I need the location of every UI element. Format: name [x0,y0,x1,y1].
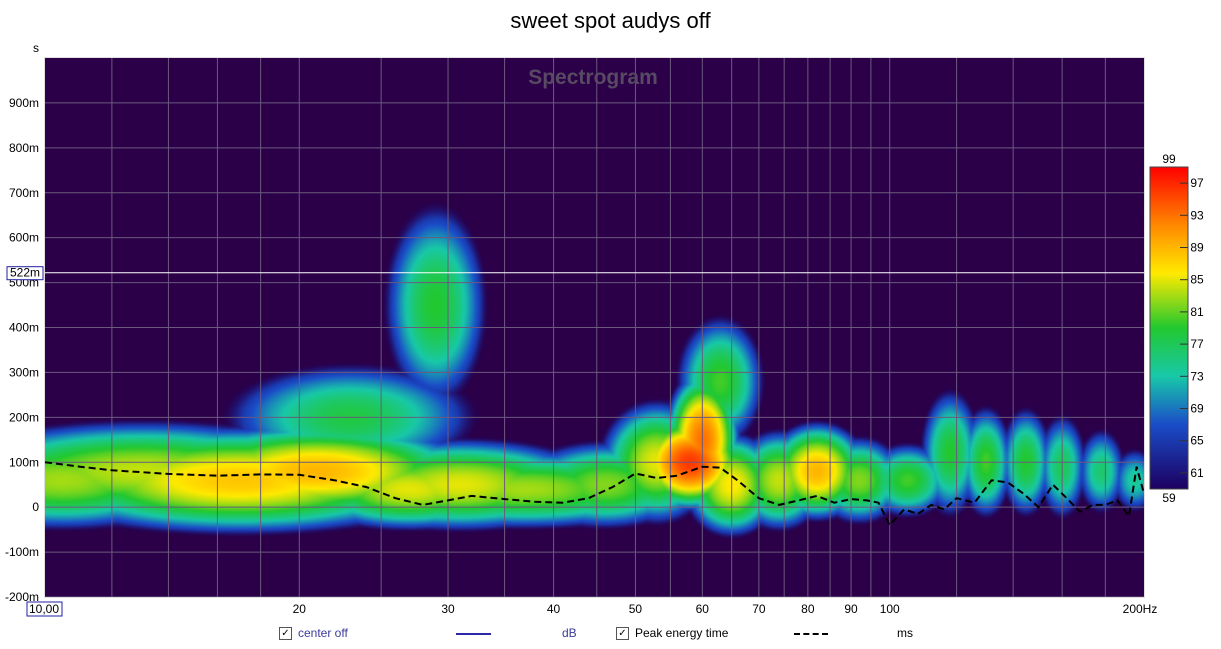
colorbar-ticks: 97 93 89 85 81 77 73 69 65 61 [1180,176,1204,480]
colorbar-tick-label: 77 [1190,337,1204,351]
colorbar-tick-label: 89 [1190,241,1204,255]
colorbar-tick-label: 69 [1190,402,1204,416]
colorbar-min-label: 59 [1162,491,1176,505]
x-axis-start-label: 10,00 [29,602,59,616]
center-off-unit: dB [562,626,577,640]
y-tick-label: 800m [9,141,39,155]
x-tick-label: 20 [293,602,307,616]
legend-peak: ✓ Peak energy time [616,626,728,640]
y-axis-unit: s [33,41,39,55]
center-off-line-swatch [456,633,491,635]
y-tick-label: 300m [9,365,39,379]
peak-energy-checkbox[interactable]: ✓ [616,626,629,640]
x-axis-ticks: 20 30 40 50 60 70 80 90 100 200Hz [293,602,1158,616]
x-tick-label: 40 [547,602,561,616]
peak-energy-time-line [45,461,1144,527]
y-tick-label: 200m [9,410,39,424]
colorbar-tick-label: 85 [1190,273,1204,287]
plot-area[interactable]: Spectrogram [45,58,1144,597]
colorbar-tick-label: 61 [1190,466,1204,480]
y-tick-label: 100m [9,455,39,469]
colorbar-gradient [1149,166,1189,490]
colorbar-tick-label: 93 [1190,208,1204,222]
time-cursor-readout[interactable]: 522m [6,266,44,281]
colorbar-tick-label: 73 [1190,369,1204,383]
y-tick-label: 0 [32,500,39,514]
y-tick-label: -100m [5,545,39,559]
center-off-checkbox[interactable]: ✓ [279,626,292,640]
colorbar-max-label: 99 [1162,152,1176,166]
y-tick-label: 400m [9,321,39,335]
x-tick-label: 60 [696,602,710,616]
colorbar-tick-label: 81 [1190,305,1204,319]
peak-energy-unit: ms [897,626,913,640]
x-tick-label: 30 [441,602,455,616]
x-tick-label: 200Hz [1123,602,1158,616]
x-tick-label: 100 [880,602,900,616]
peak-energy-label: Peak energy time [635,626,729,640]
y-tick-label: 900m [9,96,39,110]
chart-title: sweet spot audys off [510,8,711,33]
grid [45,58,1144,597]
y-axis-ticks: 900m800m700m600m500m400m300m200m100m0-10… [5,96,39,604]
x-tick-label: 90 [844,602,858,616]
x-tick-label: 50 [629,602,643,616]
spectrogram-watermark: Spectrogram [528,66,658,89]
peak-energy-line-swatch [794,633,828,635]
y-tick-label: -200m [5,590,39,604]
y-tick-label: 700m [9,186,39,200]
x-axis-start-readout[interactable]: 10,00 [26,601,63,617]
center-off-label: center off [298,626,348,640]
x-tick-label: 80 [801,602,815,616]
colorbar: 99 59 97 93 89 85 81 77 73 69 65 61 [1149,152,1204,505]
time-cursor-label: 522m [10,266,40,280]
colorbar-tick-label: 97 [1190,176,1204,190]
colorbar-tick-label: 65 [1190,434,1204,448]
y-tick-label: 600m [9,231,39,245]
legend-series: ✓ center off [279,626,348,640]
x-tick-label: 70 [752,602,766,616]
